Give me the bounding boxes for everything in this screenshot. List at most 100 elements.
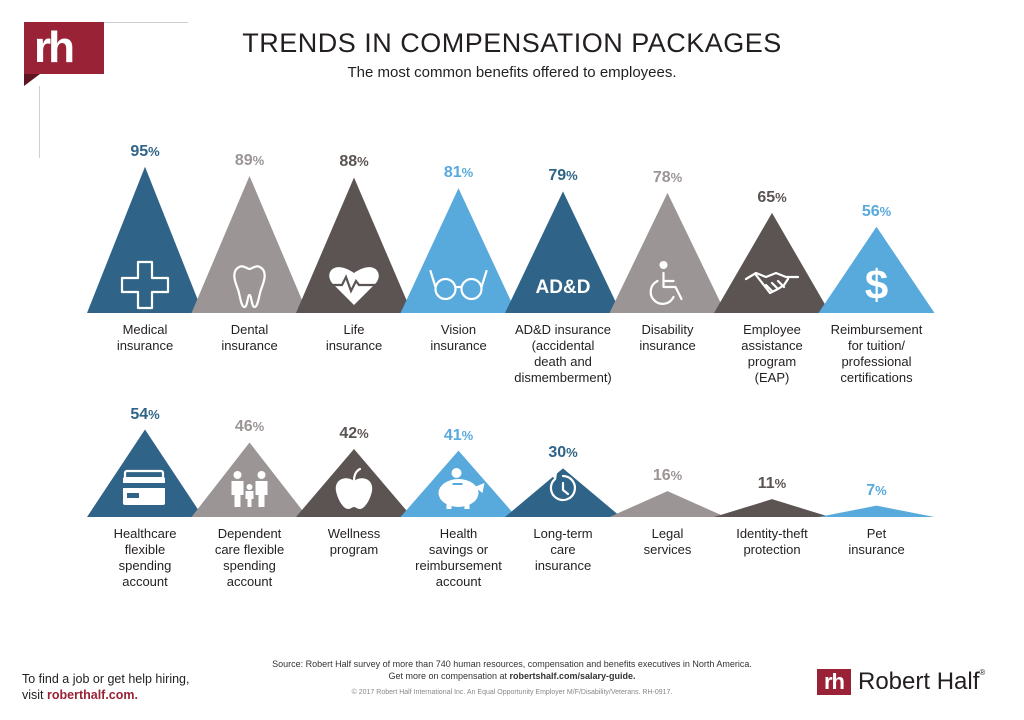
triangle-long-term-care-insurance	[505, 468, 621, 517]
value-unit: %	[461, 427, 474, 443]
triangle-identity-theft-protection	[714, 499, 830, 517]
value-unit: %	[148, 406, 160, 422]
value-number: 78	[652, 168, 671, 186]
value-label-dependent-care-flexible-spending-account: 46%	[210, 418, 290, 436]
tooth-icon	[233, 265, 266, 309]
value-unit: %	[148, 143, 160, 159]
value-unit: %	[461, 165, 474, 181]
value-number: 56	[861, 202, 880, 220]
value-label-identity-theft-protection: 11%	[732, 475, 812, 493]
triangle-dependent-care-flexible-spending-account	[191, 442, 308, 517]
category-label-dental-insurance: Dental insurance	[221, 322, 278, 353]
source-line-2-prefix: Get more on compensation at	[388, 671, 510, 681]
value-number: 95	[130, 142, 149, 160]
triangle-healthcare-flexible-spending-account	[87, 429, 203, 517]
find-job-line-1: To find a job or get help hiring,	[22, 672, 190, 686]
category-label-health-savings-or-reimbursement-account: Health savings or reimbursement account	[415, 526, 502, 589]
value-number: 81	[443, 164, 462, 182]
value-label-legal-services: 16%	[628, 467, 708, 485]
brand-name: Robert Half	[858, 668, 980, 695]
value-number: 54	[130, 405, 149, 423]
value-number: 65	[757, 188, 776, 206]
value-label-healthcare-flexible-spending-account: 54%	[105, 406, 185, 424]
category-label-wellness-program: Wellness program	[327, 526, 381, 557]
value-label-vision-insurance: 81%	[419, 164, 499, 182]
value-unit: %	[774, 476, 787, 492]
value-unit: %	[566, 445, 578, 461]
category-label-legal-services: Legal services	[643, 526, 692, 557]
value-label-health-savings-or-reimbursement-account: 41%	[419, 427, 499, 445]
footer-brand-name: Robert Half®	[858, 668, 985, 696]
value-number: 7	[866, 481, 876, 499]
triangle-pet-insurance	[818, 505, 935, 517]
medical-cross-icon	[120, 260, 170, 310]
piggy-bank-icon	[438, 468, 485, 509]
value-number: 41	[443, 426, 462, 444]
value-label-long-term-care-insurance: 30%	[523, 444, 603, 462]
value-unit: %	[670, 468, 683, 484]
heartbeat-icon	[329, 267, 381, 305]
triangle-legal-services	[609, 491, 726, 517]
category-label-long-term-care-insurance: Long-term care insurance	[533, 526, 593, 573]
glasses-icon	[429, 269, 488, 301]
value-label-medical-insurance: 95%	[105, 143, 185, 161]
value-number: 42	[339, 424, 358, 442]
salary-guide-link[interactable]: robertshalf.com/salary-guide.	[509, 671, 636, 681]
source-note: Source: Robert Half survey of more than …	[0, 658, 1024, 682]
value-label-life-insurance: 88%	[314, 153, 394, 171]
value-unit: %	[357, 154, 369, 170]
wheelchair-icon	[649, 261, 683, 305]
triangle-ad-d-insurance-accidental-death-and-dismemberment	[505, 191, 621, 313]
value-unit: %	[566, 168, 578, 184]
value-label-pet-insurance: 7%	[837, 482, 917, 500]
triangle-disability-insurance	[609, 192, 726, 313]
value-number: 79	[548, 167, 567, 185]
category-label-dependent-care-flexible-spending-account: Dependent care flexible spending account	[214, 526, 285, 589]
category-label-ad-d-insurance-accidental-death-and-dismemberment: AD&D insurance (accidental death and dismem…	[514, 322, 612, 385]
value-label-employee-assistance-program-eap: 65%	[732, 189, 812, 207]
credit-card-icon	[123, 469, 165, 505]
value-label-reimbursement-for-tuition-professional-certifications: 56%	[837, 203, 917, 221]
category-label-reimbursement-for-tuition-professional-certifications: Reimbursement for tuition/professional cer…	[830, 322, 923, 385]
category-label-healthcare-flexible-spending-account: Healthcare flexible spending account	[113, 526, 177, 589]
svg-text:$: $	[865, 261, 888, 308]
chart-subtitle: The most common benefits offered to empl…	[347, 64, 677, 81]
value-number: 30	[548, 444, 567, 462]
category-label-medical-insurance: Medical insurance	[116, 322, 174, 353]
value-unit: %	[252, 152, 265, 168]
triangle-life-insurance	[296, 177, 412, 313]
value-number: 46	[234, 418, 253, 436]
logo-tab-fold	[24, 74, 40, 86]
add-text-icon: AD&D	[536, 277, 591, 298]
category-label-vision-insurance: Vision insurance	[430, 322, 487, 353]
roberthalf-link[interactable]: roberthalf.com.	[47, 688, 138, 702]
value-label-wellness-program: 42%	[314, 425, 394, 443]
footer-logo-mark: rh	[817, 669, 851, 695]
value-number: 89	[234, 151, 253, 169]
left-divider	[39, 86, 40, 158]
value-unit: %	[252, 419, 265, 435]
value-number: 16	[652, 467, 671, 485]
clock-icon	[549, 473, 577, 502]
value-label-dental-insurance: 89%	[210, 152, 290, 170]
triangle-employee-assistance-program-eap	[714, 212, 830, 313]
value-label-ad-d-insurance-accidental-death-and-dismemberment: 79%	[523, 167, 603, 185]
find-job-prefix: visit	[22, 688, 47, 702]
triangle-dental-insurance	[191, 175, 308, 313]
family-icon	[231, 471, 268, 507]
category-label-identity-theft-protection: Identity-theft protection	[736, 526, 808, 557]
value-label-disability-insurance: 78%	[628, 169, 708, 187]
value-unit: %	[879, 203, 892, 219]
copyright: © 2017 Robert Half International Inc. An…	[351, 689, 673, 696]
find-job-note: To find a job or get help hiring, visit …	[22, 671, 189, 703]
source-line-1: Source: Robert Half survey of more than …	[272, 659, 752, 669]
triangle-vision-insurance	[400, 188, 517, 313]
source-line-2: Get more on compensation at robertshalf.…	[0, 670, 1024, 682]
category-label-disability-insurance: Disability insurance	[639, 322, 696, 353]
chart-title: TRENDS IN COMPENSATION PACKAGES	[242, 28, 782, 58]
triangle-medical-insurance	[87, 166, 203, 313]
logo-tab	[24, 22, 104, 74]
value-unit: %	[775, 189, 787, 205]
handshake-icon	[744, 271, 800, 295]
category-label-life-insurance: Life insurance	[325, 322, 383, 353]
